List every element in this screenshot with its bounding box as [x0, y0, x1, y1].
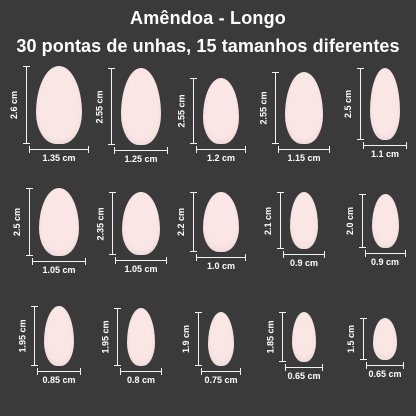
height-label: 1.85 cm	[265, 320, 276, 354]
nail-tip	[39, 188, 79, 256]
nail-tip	[203, 192, 239, 252]
width-dimension-line	[37, 368, 81, 375]
nail-tip	[371, 194, 399, 248]
height-label: 1.95 cm	[100, 320, 111, 354]
height-dimension-line	[190, 192, 197, 252]
height-label: 2.6 cm	[9, 90, 20, 120]
width-dimension-line	[278, 146, 330, 153]
width-label: 0.65 cm	[287, 371, 321, 381]
height-label: 2.55 cm	[94, 89, 105, 124]
nail-tip	[370, 68, 400, 140]
width-dimension-line	[366, 362, 404, 369]
height-dimension-line	[272, 72, 279, 144]
width-dimension-line	[114, 147, 168, 154]
width-dimension-line	[201, 368, 241, 375]
nail-tip	[121, 68, 161, 145]
nail-tip	[208, 312, 234, 366]
height-dimension-line	[23, 66, 30, 144]
width-dimension-line	[285, 364, 323, 371]
width-label: 1.25 cm	[124, 154, 158, 164]
height-dimension-line	[31, 306, 38, 366]
width-label: 0.75 cm	[204, 375, 238, 385]
width-dimension-line	[29, 146, 89, 153]
height-dimension-line	[190, 78, 197, 144]
nail-tip	[373, 318, 397, 360]
height-dimension-line	[279, 312, 286, 362]
width-dimension-line	[32, 258, 86, 265]
height-label: 2.5 cm	[343, 89, 354, 119]
width-dimension-line	[283, 251, 325, 258]
width-label: 0.85 cm	[42, 375, 76, 385]
nail-tip	[285, 72, 323, 144]
nail-tip	[203, 78, 239, 144]
nail-tip	[290, 192, 318, 249]
width-dimension-line	[196, 146, 246, 153]
width-dimension-line	[120, 368, 162, 375]
width-label: 1.05 cm	[42, 265, 76, 275]
height-label: 2.55 cm	[258, 91, 269, 125]
width-label: 0.65 cm	[368, 369, 402, 379]
page-title: Amêndoa - Longo	[130, 8, 286, 28]
width-dimension-line	[364, 250, 406, 257]
height-dimension-line	[360, 318, 367, 360]
height-label: 1.9 cm	[181, 324, 192, 354]
height-dimension-line	[277, 192, 284, 249]
height-dimension-line	[357, 68, 364, 140]
width-dimension-line	[115, 257, 167, 264]
width-label: 1.35 cm	[42, 153, 76, 163]
height-dimension-line	[195, 312, 202, 366]
height-label: 2.2 cm	[176, 207, 187, 237]
nail-tip	[44, 306, 74, 366]
height-label: 2.55 cm	[176, 94, 187, 128]
nail-tip	[292, 312, 316, 362]
width-label: 1.1 cm	[370, 149, 400, 159]
height-dimension-line	[108, 68, 115, 145]
height-label: 2.5 cm	[12, 207, 23, 237]
width-label: 0.8 cm	[126, 375, 156, 385]
nail-tip	[127, 308, 155, 366]
width-label: 0.9 cm	[370, 257, 400, 267]
height-dimension-line	[109, 192, 116, 255]
height-dimension-line	[26, 188, 33, 256]
width-label: 1.2 cm	[206, 153, 236, 163]
height-dimension-line	[114, 308, 121, 366]
width-label: 1.05 cm	[124, 264, 158, 274]
width-label: 1.15 cm	[287, 153, 321, 163]
width-label: 1.0 cm	[206, 261, 236, 271]
height-label: 1.95 cm	[17, 319, 28, 353]
page-subtitle: 30 pontas de unhas, 15 tamanhos diferent…	[16, 36, 400, 56]
width-dimension-line	[363, 142, 407, 149]
height-label: 1.5 cm	[346, 324, 357, 354]
height-dimension-line	[358, 194, 366, 248]
width-dimension-line	[196, 254, 246, 261]
nail-tip	[36, 66, 82, 144]
nail-tip	[122, 192, 160, 255]
height-label: 2.1 cm	[263, 206, 274, 235]
height-label: 2.35 cm	[95, 206, 106, 241]
width-label: 0.9 cm	[289, 258, 319, 268]
height-label: 2.0 cm	[344, 206, 355, 236]
